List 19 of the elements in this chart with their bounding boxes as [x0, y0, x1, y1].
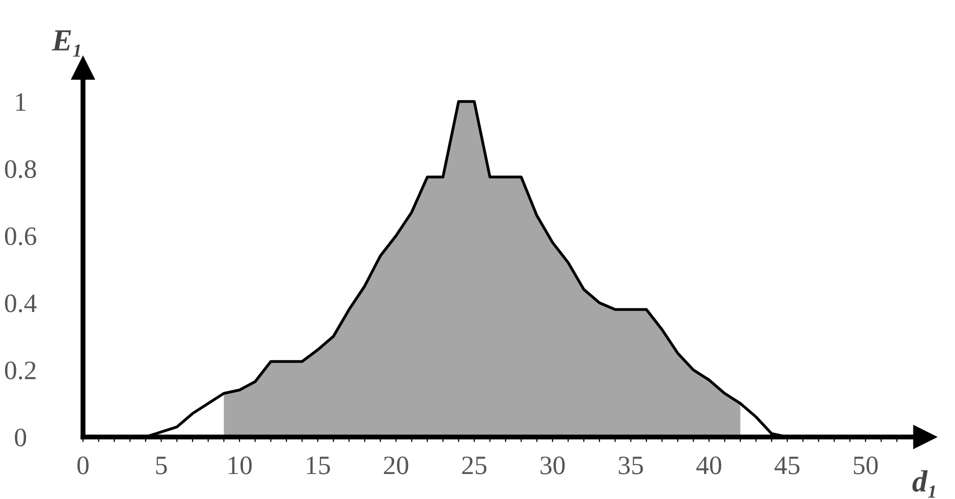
x-tick-label: 45: [774, 456, 800, 474]
y-tick-label: 1: [16, 93, 26, 111]
x-tick-label: 0: [77, 456, 89, 474]
x-tick-label: 25: [462, 456, 486, 474]
x-tick-label: 10: [228, 456, 252, 474]
y-tick-label: 0: [14, 428, 26, 446]
x-tick-label: 30: [540, 456, 565, 474]
x-tick-label: 15: [306, 456, 330, 474]
x-tick-label: 40: [696, 456, 722, 474]
x-tick-label: 50: [854, 456, 878, 474]
y-tick-label: 0.6: [5, 227, 36, 246]
y-tick-label: 0.4: [5, 294, 37, 312]
x-tick-label: 5: [156, 456, 167, 474]
x-tick-label: 35: [618, 456, 643, 474]
x-tick-label: 20: [384, 456, 408, 474]
y-tick-label: 0.2: [5, 362, 36, 380]
y-tick-label: 0.8: [5, 160, 36, 178]
x-axis-title: d₁: [912, 470, 935, 498]
y-axis-title: E₁: [52, 30, 80, 57]
